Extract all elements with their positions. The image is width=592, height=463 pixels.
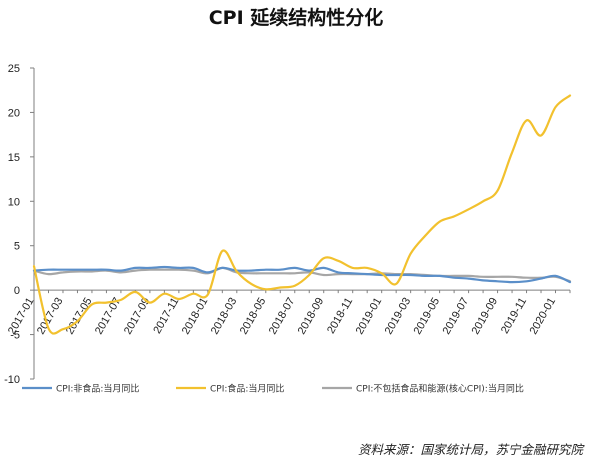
legend-label: CPI:不包括食品和能源(核心CPI):当月同比 xyxy=(356,383,524,395)
x-tick-label: 2018-07 xyxy=(267,296,298,337)
y-tick-label: -5 xyxy=(10,330,20,342)
x-tick-label: 2019-01 xyxy=(354,296,385,337)
x-tick-label: 2019-07 xyxy=(441,296,472,337)
plot-area xyxy=(32,94,572,335)
x-tick-label: 2019-03 xyxy=(383,296,414,337)
series-line-food xyxy=(32,94,572,335)
chart-title: CPI 延续结构性分化 xyxy=(209,6,384,29)
source-note: 资料来源：国家统计局，苏宁金融研究院 xyxy=(358,442,586,457)
series-line-core xyxy=(32,266,572,283)
x-tick-label: 2018-03 xyxy=(209,296,240,337)
y-tick-label: 25 xyxy=(8,63,20,75)
x-tick-label: 2019-05 xyxy=(412,296,443,337)
x-tick-label: 2020-01 xyxy=(528,296,559,337)
legend-item-non-food: CPI:非食品:当月同比 xyxy=(22,383,139,395)
y-tick-label: 20 xyxy=(8,107,20,119)
x-tick-label: 2017-01 xyxy=(6,296,37,337)
legend-label: CPI:食品:当月同比 xyxy=(210,383,284,395)
x-axis: 2017-012017-032017-052017-072017-092017-… xyxy=(6,289,571,337)
y-tick-label: 10 xyxy=(8,196,20,208)
x-tick-label: 2017-11 xyxy=(151,296,181,336)
y-tick-label: 15 xyxy=(8,152,20,164)
x-tick-label: 2019-09 xyxy=(470,296,501,337)
y-axis: 25 20 15 10 5 0 -5 -10 xyxy=(4,63,35,386)
legend-item-core: CPI:不包括食品和能源(核心CPI):当月同比 xyxy=(322,383,524,395)
x-tick-label: 2018-01 xyxy=(180,296,211,337)
x-tick-label: 2019-11 xyxy=(499,296,529,336)
legend: CPI:非食品:当月同比 CPI:食品:当月同比 CPI:不包括食品和能源(核心CP… xyxy=(22,383,524,395)
x-tick-label: 2018-09 xyxy=(296,296,327,337)
legend-item-food: CPI:食品:当月同比 xyxy=(176,383,284,395)
legend-label: CPI:非食品:当月同比 xyxy=(56,383,139,395)
x-tick-label: 2018-05 xyxy=(238,296,269,337)
y-tick-label: 5 xyxy=(14,241,20,253)
y-tick-label: 0 xyxy=(14,285,20,297)
x-tick-label: 2018-11 xyxy=(325,296,355,336)
x-tick-label: 2017-05 xyxy=(64,296,95,337)
y-tick-label: -10 xyxy=(4,374,20,386)
series-line-non-food xyxy=(32,265,572,284)
